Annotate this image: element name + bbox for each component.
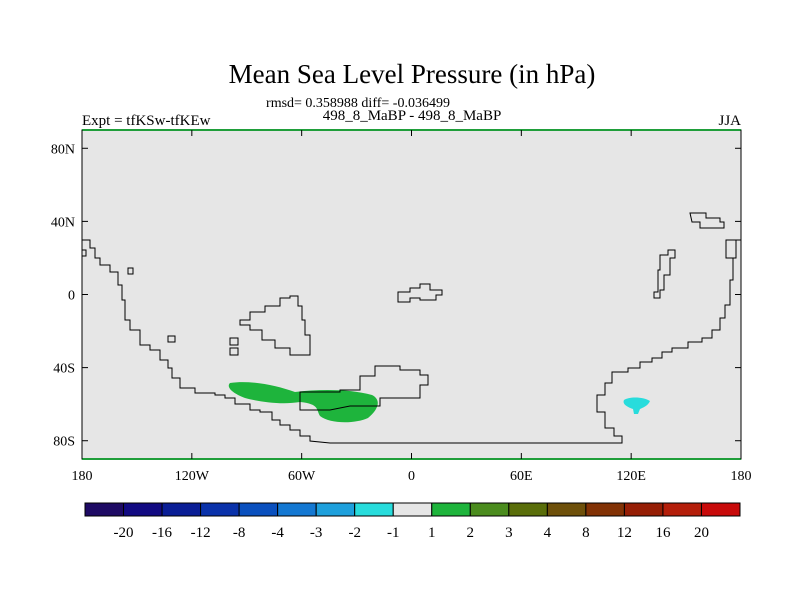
colorbar-box-1 (123, 502, 163, 517)
colorbar-label-0: -20 (114, 525, 134, 541)
coastline-antarctic-margin (299, 365, 429, 411)
colorbar-label-2: -12 (191, 525, 211, 541)
y-tick-label-0: 80N (51, 142, 75, 157)
colorbar-box-9 (431, 502, 471, 517)
colorbar-label-9: 2 (467, 525, 475, 541)
colorbar-label-11: 4 (544, 525, 552, 541)
positive-anomaly-region (228, 382, 378, 423)
colorbar-box-12 (546, 502, 587, 517)
y-tick-label-2: 0 (68, 289, 75, 304)
colorbar-box-11 (508, 502, 548, 517)
colorbar-box-5 (277, 502, 317, 517)
coastline-eurasia-strip (397, 283, 443, 303)
x-tick-label-3: 0 (408, 469, 415, 484)
colorbar-box-6 (315, 502, 356, 517)
y-tick-label-4: 80S (53, 435, 75, 450)
coastline-west-edge (82, 249, 87, 257)
x-tick-label-5: 120E (616, 469, 646, 484)
colorbar-box-13 (585, 502, 625, 517)
colorbar-box-14 (623, 502, 664, 517)
colorbar-box-3 (200, 502, 240, 517)
colorbar-box-16 (700, 502, 741, 517)
colorbar-label-8: 1 (428, 525, 436, 541)
colorbar-label-5: -3 (310, 525, 323, 541)
colorbar-label-15: 20 (694, 525, 709, 541)
y-tick-label-3: 40S (53, 362, 75, 377)
coastline-asia (689, 212, 725, 229)
colorbar-box-10 (469, 502, 510, 517)
x-tick-label-1: 120W (175, 469, 210, 484)
colorbar-box-4 (238, 502, 279, 517)
coastlines (82, 212, 741, 444)
colorbar-label-14: 16 (655, 525, 671, 541)
coastline-islands (127, 239, 737, 356)
y-tick-label-1: 40N (51, 215, 75, 230)
colorbar-box-15 (662, 502, 702, 517)
colorbar-label-3: -8 (233, 525, 246, 541)
colorbar-box-0 (84, 502, 125, 517)
season-label: JJA (718, 113, 741, 129)
colorbar-label-7: -1 (387, 525, 400, 541)
chart-title: Mean Sea Level Pressure (in hPa) (229, 59, 596, 89)
colorbar-box-2 (161, 502, 202, 517)
colorbar-label-1: -16 (152, 525, 172, 541)
map-background (82, 130, 741, 459)
x-tick-label-2: 60W (288, 469, 316, 484)
colorbar-box-8 (392, 502, 433, 517)
colorbar: -20 -16 -12 -8 -4 -3 -2 -1 1 2 3 4 8 12 16 20 (84, 502, 741, 541)
x-tick-label-4: 60E (510, 469, 533, 484)
stats-line: rmsd= 0.358988 diff= -0.036499 (266, 96, 450, 111)
x-tick-label-0: 180 (72, 469, 93, 484)
coastline-east-asia (653, 249, 676, 299)
colorbar-box-7 (354, 502, 394, 517)
coastline-africa (239, 295, 311, 356)
colorbar-label-4: -4 (271, 525, 284, 541)
negative-anomaly-region (623, 397, 650, 414)
period-label: 498_8_MaBP - 498_8_MaBP (323, 108, 502, 124)
x-axis: 180 120W 60W 0 60E 120E 180 (72, 130, 752, 484)
colorbar-label-12: 8 (582, 525, 590, 541)
y-axis: 80N 40N 0 40S 80S (51, 142, 741, 450)
coastline-americas (82, 239, 741, 444)
x-tick-label-6: 180 (731, 469, 752, 484)
experiment-label: Expt = tfKSw-tfKEw (82, 113, 211, 129)
colorbar-label-13: 12 (617, 525, 632, 541)
colorbar-label-10: 3 (505, 525, 513, 541)
colorbar-label-6: -2 (348, 525, 361, 541)
